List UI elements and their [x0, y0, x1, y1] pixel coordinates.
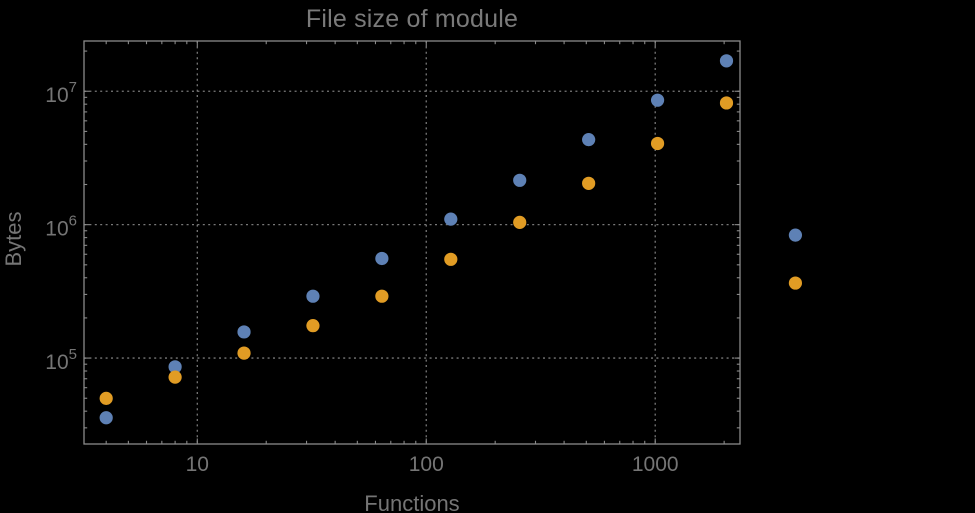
- data-point-orange: [582, 176, 596, 190]
- data-point-orange: [375, 289, 389, 303]
- data-point-orange: [99, 391, 113, 405]
- x-tick-label: 1000: [632, 453, 679, 476]
- data-point-blue: [306, 289, 320, 303]
- x-tick-label: 10: [186, 453, 209, 476]
- y-tick-label: 106: [45, 213, 77, 241]
- data-point-orange: [168, 370, 182, 384]
- data-point-orange: [306, 319, 320, 333]
- chart-title: File size of module: [305, 5, 519, 33]
- y-tick-label: 107: [45, 79, 77, 107]
- data-point-blue: [99, 411, 113, 425]
- data-point-orange: [513, 215, 527, 229]
- data-point-blue: [237, 325, 251, 339]
- y-tick-label: 105: [45, 346, 77, 374]
- data-point-blue: [444, 212, 458, 226]
- plot-frame: [83, 40, 741, 445]
- data-point-blue: [513, 173, 527, 187]
- data-point-orange: [788, 276, 803, 290]
- data-point-blue: [375, 251, 389, 266]
- data-point-orange: [237, 346, 251, 360]
- data-point-blue: [788, 228, 803, 242]
- x-axis-label: Functions: [364, 491, 460, 513]
- data-point-blue: [650, 93, 665, 107]
- data-point-orange: [650, 136, 665, 151]
- data-point-orange: [444, 252, 458, 266]
- data-point-orange: [719, 96, 734, 110]
- data-point-blue: [168, 360, 182, 374]
- x-tick-label: 100: [409, 453, 444, 476]
- data-point-blue: [582, 133, 596, 147]
- data-point-blue: [719, 54, 734, 68]
